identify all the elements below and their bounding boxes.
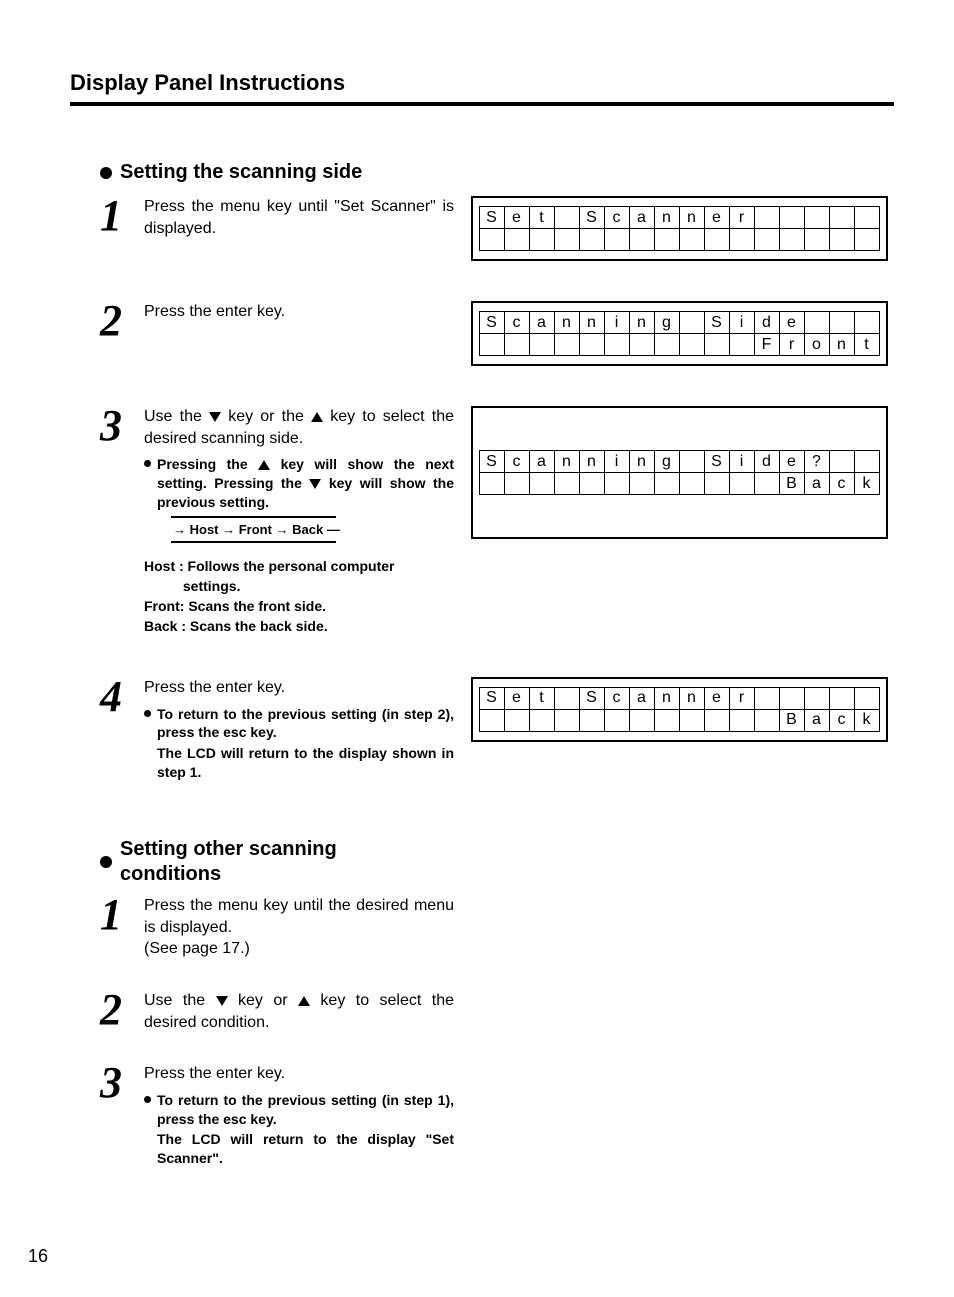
step-row: 1 Press the menu key until "Set Scanner"… (100, 196, 894, 261)
step-text: Press the menu key until the desired men… (144, 895, 454, 960)
t: Pressing the (157, 456, 258, 472)
down-triangle-icon (216, 996, 228, 1006)
lcd-wrap: SetScannerBack (464, 677, 894, 742)
cycle-text: → Host → Front → Back — (173, 522, 340, 537)
step-sub: Pressing the key will show the next sett… (144, 455, 454, 512)
step-row: 2 Press the enter key. ScanningSideFront (100, 301, 894, 366)
bullet-icon (144, 710, 151, 717)
up-triangle-icon (258, 460, 270, 470)
step-text: Press the enter key. To return to the pr… (144, 1063, 454, 1168)
step-text: Use the key or the key to select the des… (144, 406, 454, 637)
bullet-icon (144, 1096, 151, 1103)
sub-text: To return to the previous setting (in st… (157, 1091, 454, 1129)
step-number: 2 (100, 990, 134, 1030)
bullet-icon (100, 856, 112, 868)
down-triangle-icon (309, 479, 321, 489)
step-row: 1 Press the menu key until the desired m… (100, 895, 894, 960)
step-number: 3 (100, 406, 134, 446)
step-row: 2 Use the key or key to select the desir… (100, 990, 894, 1033)
step-sub: To return to the previous setting (in st… (144, 1091, 454, 1129)
step-row: 4 Press the enter key. To return to the … (100, 677, 894, 782)
step3-text: Use the key or the key to select the des… (144, 408, 454, 447)
up-triangle-icon (298, 996, 310, 1006)
section-heading-2: Setting other scanning conditions (100, 837, 894, 887)
section-heading-1: Setting the scanning side (100, 161, 894, 184)
page-title: Display Panel Instructions (70, 70, 894, 96)
step-detail: The LCD will return to the display shown… (157, 744, 454, 782)
lcd-wrap: ScanningSide?Back (464, 406, 894, 539)
step-text-content: Press the menu key until the desired men… (144, 897, 454, 936)
lcd-wrap: ScanningSideFront (464, 301, 894, 366)
definitions: Host : Follows the personal computer set… (144, 557, 454, 636)
def-line: Front: Scans the front side. (144, 597, 454, 616)
step-number: 1 (100, 196, 134, 236)
step-text: Press the enter key. (144, 301, 454, 323)
lcd-display: ScanningSideFront (471, 301, 888, 366)
step-number: 1 (100, 895, 134, 935)
step-number: 3 (100, 1063, 134, 1103)
section-heading-2-text: Setting other scanning conditions (120, 837, 380, 887)
lcd-display: SetScanner (471, 196, 888, 261)
bullet-icon (144, 460, 151, 467)
step-text-content: Press the menu key until "Set Scanner" i… (144, 198, 454, 237)
step-text-content: Press the enter key. (144, 303, 285, 320)
s2-step2-text: Use the key or key to select the desired… (144, 992, 454, 1031)
step-sub: To return to the previous setting (in st… (144, 705, 454, 743)
section-heading-1-text: Setting the scanning side (120, 161, 362, 184)
bullet-icon (100, 167, 112, 179)
step-extra: (See page 17.) (144, 940, 250, 957)
step3-sub: Pressing the key will show the next sett… (157, 455, 454, 512)
t: Use the (144, 408, 209, 425)
step-text: Press the enter key. To return to the pr… (144, 677, 454, 782)
title-rule (70, 102, 894, 106)
step-number: 2 (100, 301, 134, 341)
t: key or (228, 992, 298, 1009)
step-row: 3 Use the key or the key to select the d… (100, 406, 894, 637)
lcd-display: ScanningSide?Back (471, 406, 888, 539)
def-line: Back : Scans the back side. (144, 617, 454, 636)
step-row: 3 Press the enter key. To return to the … (100, 1063, 894, 1168)
step-text-content: Press the enter key. (144, 679, 285, 696)
cycle-box: → Host → Front → Back — (157, 516, 350, 544)
step-text: Press the menu key until "Set Scanner" i… (144, 196, 454, 239)
step-number: 4 (100, 677, 134, 717)
step-detail: The LCD will return to the display "Set … (157, 1130, 454, 1168)
t: key or the (221, 408, 311, 425)
lcd-display: SetScannerBack (471, 677, 888, 742)
sub-text: To return to the previous setting (in st… (157, 705, 454, 743)
t: Use the (144, 992, 216, 1009)
def-line: settings. (144, 577, 454, 596)
def-line: Host : Follows the personal computer (144, 557, 454, 576)
step-text-content: Press the enter key. (144, 1065, 285, 1082)
lcd-wrap: SetScanner (464, 196, 894, 261)
step-text: Use the key or key to select the desired… (144, 990, 454, 1033)
up-triangle-icon (311, 412, 323, 422)
down-triangle-icon (209, 412, 221, 422)
page-number: 16 (28, 1246, 48, 1267)
